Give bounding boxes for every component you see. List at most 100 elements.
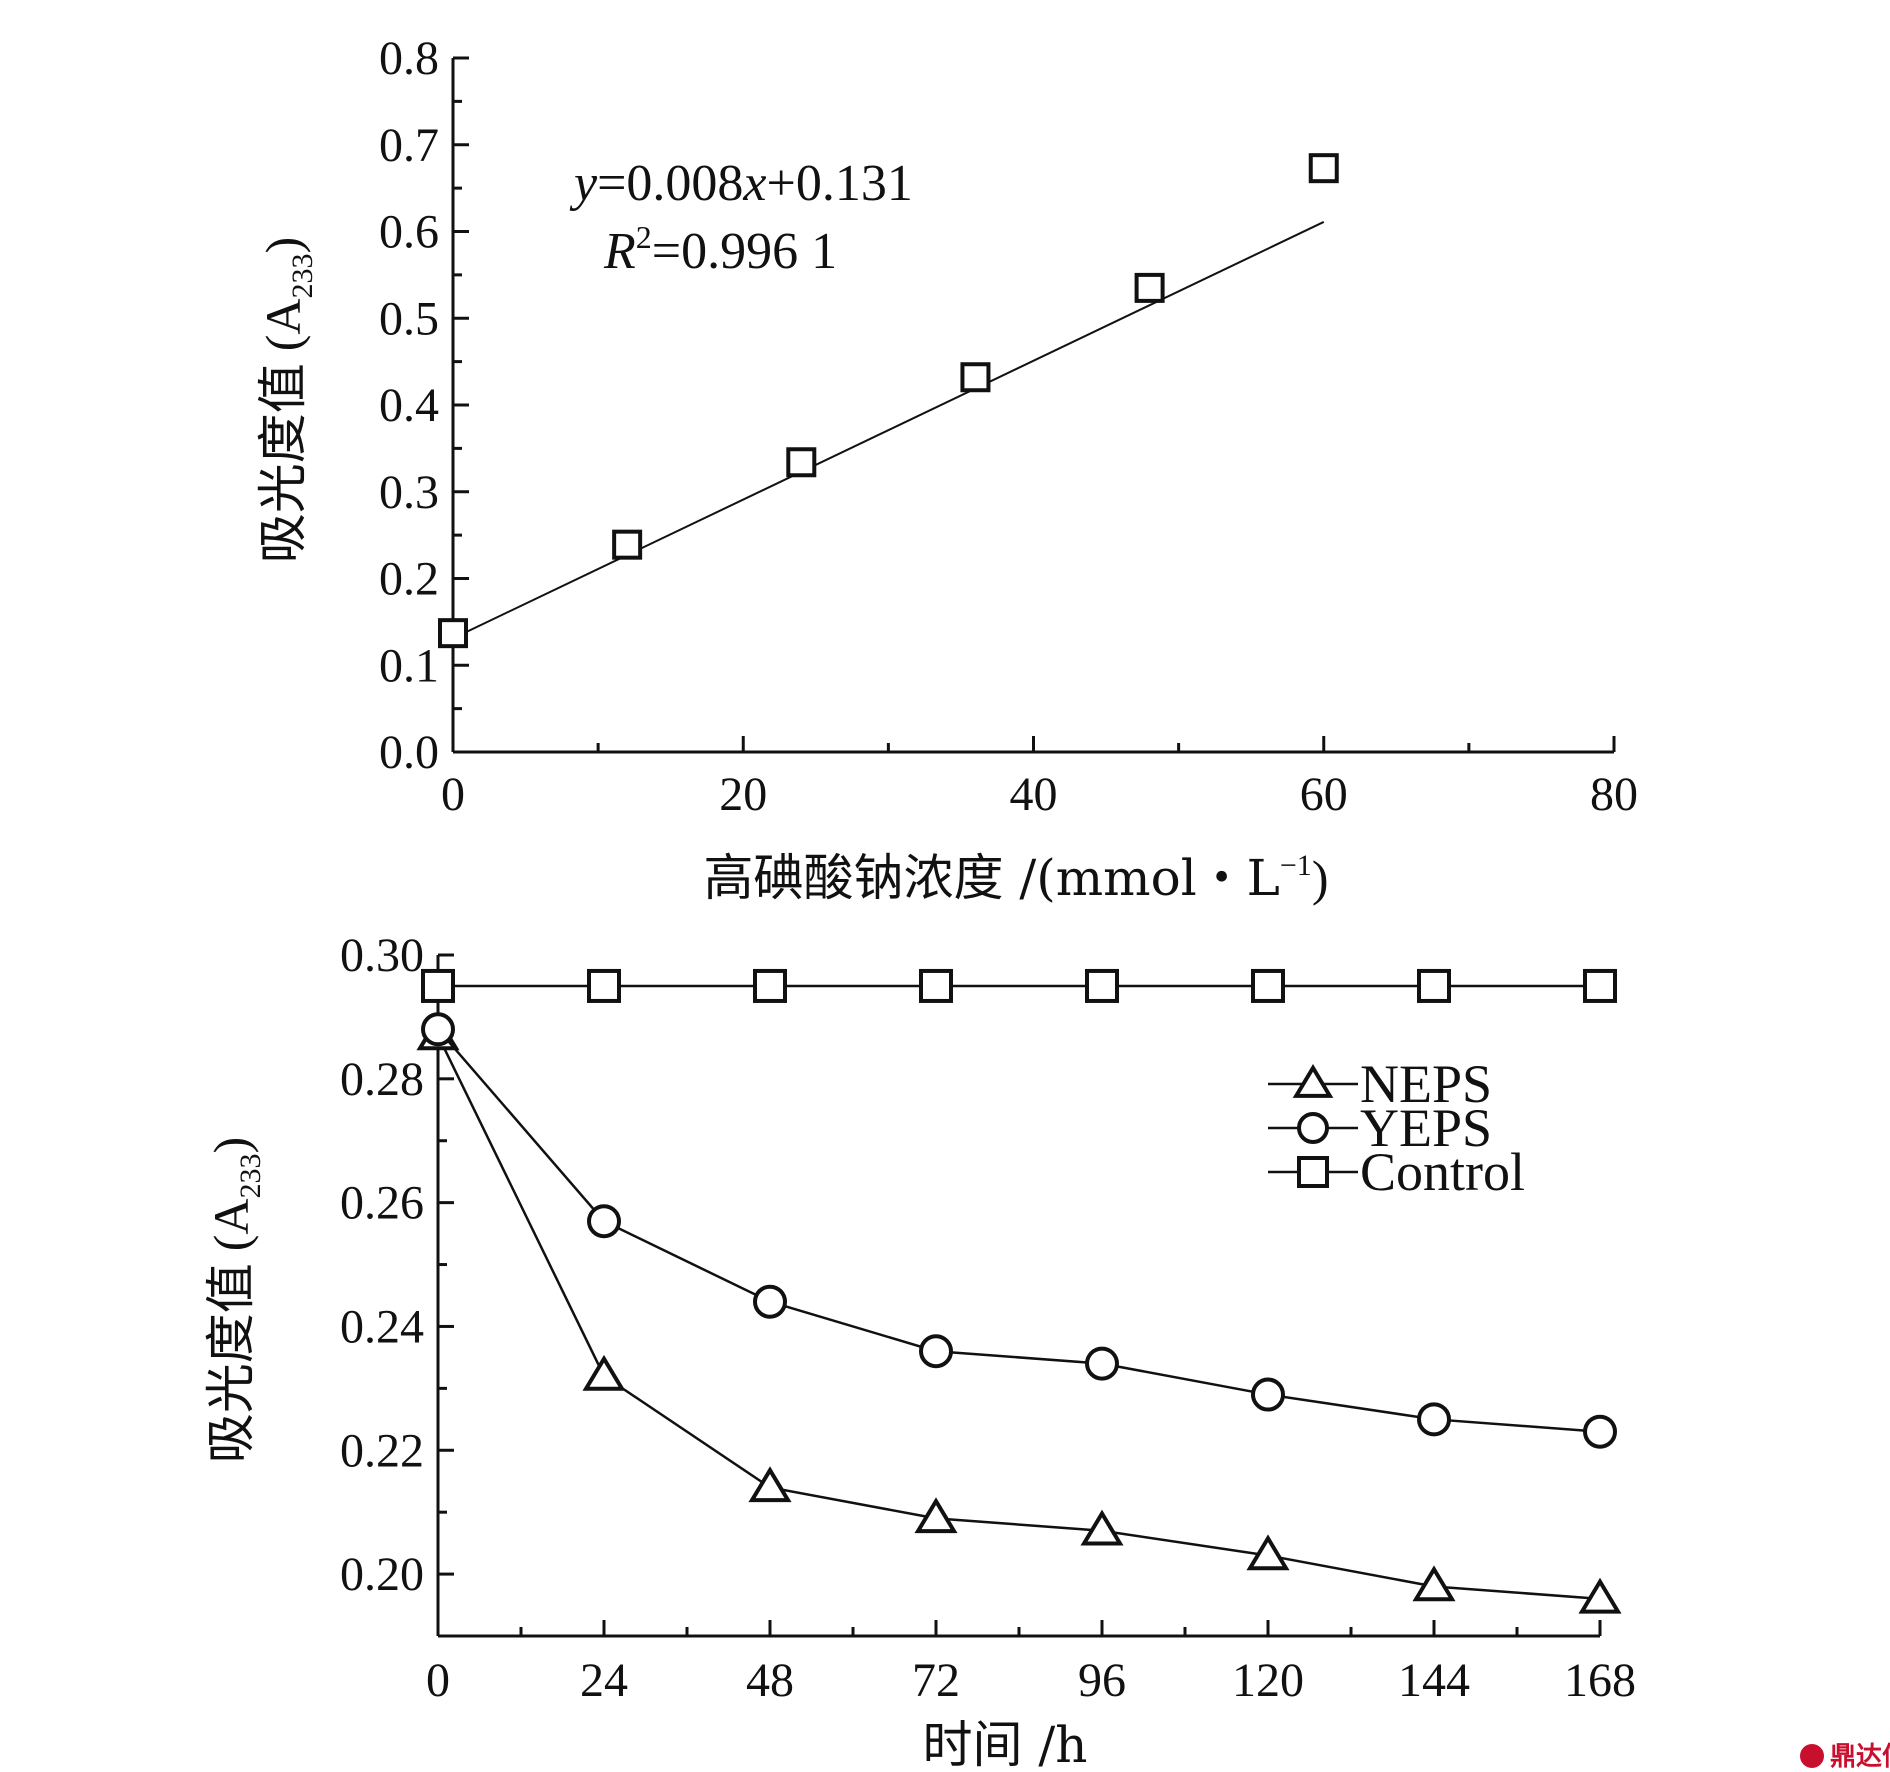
series-line (437, 1028, 1601, 1433)
calibration-fit-line (452, 221, 1325, 640)
x-tick-label: 40 (1010, 768, 1058, 821)
c1-ylabel: 吸光度值 (254, 363, 312, 563)
c1-ylabel-close: ) (255, 237, 311, 254)
r-squared: R2=0.996 1 (603, 219, 837, 280)
legend-item-neps: NEPS (1268, 1054, 1492, 1114)
ddx-logo-icon (1800, 1744, 1824, 1768)
data-point (1412, 1565, 1456, 1602)
calibration-chart: 0.00.10.20.30.40.50.60.70.8 0 20 40 60 80 y=… (254, 32, 1638, 907)
data-point (612, 529, 643, 560)
data-point (1251, 968, 1285, 1003)
x-tick-label: 24 (580, 1654, 628, 1707)
x-tick-label: 20 (719, 768, 767, 821)
c2-ylabel-unit: (A (203, 1198, 259, 1251)
data-point (786, 447, 817, 478)
r-var: R (603, 223, 636, 280)
c2-ylabel-close: ) (203, 1137, 259, 1154)
eq-y-var: y (569, 155, 598, 212)
data-point (587, 968, 621, 1003)
data-point (1134, 272, 1165, 303)
c2-ylabel: 吸光度值 (202, 1263, 260, 1463)
data-point (1085, 968, 1119, 1003)
time-course-x-ticks: 0 24 48 72 96 120 144 168 (426, 1620, 1636, 1707)
data-point (1417, 968, 1451, 1003)
calibration-x-ticks: 0 20 40 60 80 (441, 736, 1638, 821)
data-point (1583, 968, 1617, 1003)
y-tick-label: 0.4 (379, 379, 439, 432)
data-point (421, 968, 455, 1003)
data-point (582, 1354, 626, 1391)
data-point (438, 618, 468, 649)
legend-marker (1292, 1064, 1334, 1098)
y-tick-label: 0.7 (379, 119, 439, 172)
fit-equation: y=0.008x+0.131 (569, 155, 913, 212)
data-point (421, 1012, 455, 1047)
x-tick-label: 120 (1232, 1654, 1304, 1707)
x-tick-label: 144 (1398, 1654, 1470, 1707)
data-point (1308, 153, 1339, 184)
data-point (748, 1466, 792, 1503)
legend-marker (1297, 1156, 1329, 1188)
r-rest: =0.996 1 (652, 223, 837, 280)
data-point (753, 1284, 787, 1319)
y-tick-label: 0.6 (379, 206, 439, 259)
legend-item-control: Control (1268, 1142, 1525, 1202)
x-tick-label: 80 (1590, 768, 1638, 821)
data-point (587, 1204, 621, 1239)
y-tick-label: 0.20 (340, 1548, 424, 1601)
data-point (960, 362, 991, 393)
data-point (1251, 1377, 1285, 1412)
data-point (1085, 1346, 1119, 1381)
data-point (1080, 1509, 1124, 1546)
c1-ylabel-unit: (A (255, 298, 311, 351)
watermark: 鼎达信 (1800, 1742, 1890, 1772)
calibration-y-ticks: 0.0 0.1 0.2 0.3 0.4 0.5 0.6 0.7 0.8 (379, 32, 469, 779)
x-tick-label: 0 (426, 1654, 450, 1707)
x-tick-label: 96 (1078, 1654, 1126, 1707)
x-tick-label: 60 (1300, 768, 1348, 821)
y-tick-label: 0.3 (379, 466, 439, 519)
c2-ylabel-sub: 233 (234, 1153, 267, 1198)
calibration-x-axis-title: 高碘酸钠浓度 /(mmol・L−1) (704, 849, 1329, 907)
legend-item-yeps: YEPS (1268, 1098, 1492, 1158)
data-point (1583, 1414, 1617, 1449)
eq-x-var: x (742, 155, 766, 212)
time-course-y-ticks: 0.20 0.22 0.24 0.26 0.28 0.30 (340, 929, 454, 1601)
series-yeps (421, 1012, 1617, 1449)
legend-label: NEPS (1360, 1054, 1492, 1114)
calibration-y-axis-title: 吸光度值 (A233) (254, 237, 319, 563)
y-tick-label: 0.28 (340, 1053, 424, 1106)
legend-label: YEPS (1360, 1098, 1492, 1158)
x-tick-label: 168 (1564, 1654, 1636, 1707)
c1-xlabel: 高碘酸钠浓度 /(mmol・L (704, 849, 1280, 907)
legend-marker (1297, 1112, 1329, 1144)
y-tick-label: 0.26 (340, 1177, 424, 1230)
series-line (436, 1034, 1601, 1601)
r-sup: 2 (636, 219, 652, 255)
time-course-y-axis-title: 吸光度值 (A233) (202, 1137, 267, 1463)
y-tick-label: 0.24 (340, 1300, 424, 1353)
y-tick-label: 0.30 (340, 929, 424, 982)
data-point (1417, 1402, 1451, 1437)
watermark-text: 鼎达信 (1830, 1742, 1890, 1772)
x-tick-label: 0 (441, 768, 465, 821)
x-tick-label: 72 (912, 1654, 960, 1707)
data-point (1578, 1577, 1622, 1614)
data-point (919, 968, 953, 1003)
data-point (919, 1334, 953, 1369)
eq-y-rest: =0.008 (597, 155, 743, 212)
y-tick-label: 0.2 (379, 553, 439, 606)
data-point (753, 968, 787, 1003)
c1-ylabel-sub: 233 (286, 253, 319, 298)
c1-xlabel-sup: −1 (1280, 849, 1312, 882)
series-control (421, 968, 1617, 1003)
regression-line (452, 221, 1325, 640)
data-point (914, 1497, 958, 1534)
x-tick-label: 48 (746, 1654, 794, 1707)
time-course-chart: 0.20 0.22 0.24 0.26 0.28 0.30 0 24 48 72 96 120 144… (202, 929, 1636, 1772)
y-tick-label: 0.0 (379, 726, 439, 779)
time-course-x-axis-title: 时间 /h (923, 1716, 1088, 1772)
y-tick-label: 0.5 (379, 292, 439, 345)
